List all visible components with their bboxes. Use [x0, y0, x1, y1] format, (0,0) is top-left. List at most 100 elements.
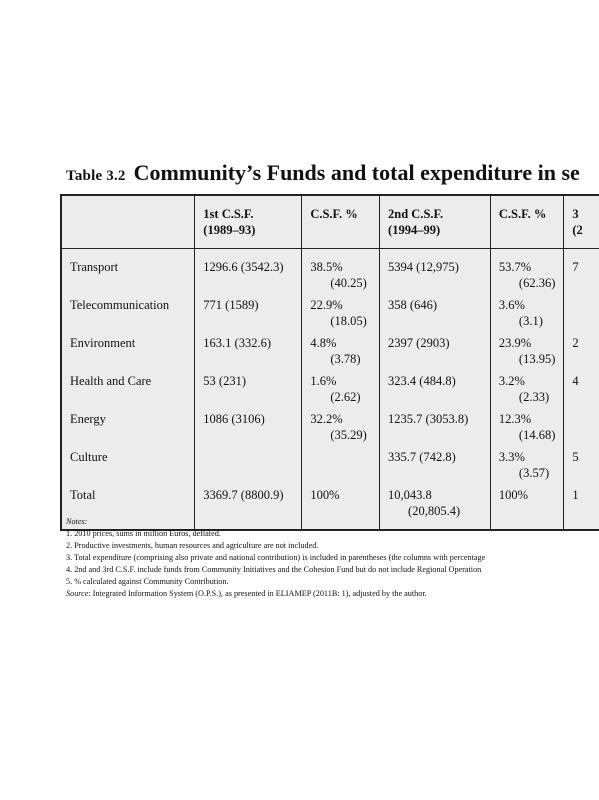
header-1st-csf: 1st C.S.F. (1989–93) [194, 195, 303, 249]
table-cell: 2 [564, 332, 599, 370]
csf1-value: 3369.7 (8800.9) [203, 488, 284, 502]
row-label: Culture [70, 450, 108, 464]
table-row: Transport 1296.6 (3542.3) 38.5% (40.25) 5394… [61, 248, 599, 295]
table-cell: 4.8% (3.78) [301, 332, 381, 370]
table-number: Table 3.2 [66, 168, 126, 184]
csf3-value: 5 [572, 450, 579, 464]
csf1-value: 163.1 (332.6) [203, 336, 271, 350]
csf2-value: 335.7 (742.8) [388, 450, 456, 464]
table-cell: 358 (646) [379, 294, 491, 332]
source-label: Source [66, 589, 89, 598]
csf2-value-total: (20,805.4) [408, 504, 461, 518]
csf2-pct-total: (3.57) [518, 466, 550, 480]
csf3-value: 2 [572, 336, 579, 350]
csf2-value: 1235.7 (3053.8) [388, 412, 469, 426]
csf2-pct: 3.6% [498, 298, 525, 312]
csf3-value: 4 [572, 374, 579, 388]
table-cell: Total [61, 484, 196, 530]
csf1-value: 1086 (3106) [203, 412, 265, 426]
table-cell: 10,043.8 (20,805.4) [379, 484, 491, 530]
table-cell: Energy [61, 408, 196, 446]
csf1-pct: 1.6% [310, 374, 337, 388]
csf2-pct-total: (14.68) [518, 428, 556, 442]
funds-table: 1st C.S.F. (1989–93) C.S.F. % 2nd C.S.F.(… [60, 194, 599, 531]
table-cell: 2397 (2903) [379, 332, 491, 370]
table-cell: Health and Care [61, 370, 196, 408]
csf1-value: 771 (1589) [203, 298, 259, 312]
header-3rd-csf: 3 (2 [563, 195, 599, 249]
table-row: Energy 1086 (3106) 32.2% (35.29) 1235.7 (305… [61, 408, 599, 446]
csf2-pct-total: (62.36) [518, 276, 556, 290]
csf2-value: 2397 (2903) [388, 336, 450, 350]
table-cell: Transport [61, 248, 196, 294]
table-cell: 3369.7 (8800.9) [194, 484, 303, 530]
table-cell: 23.9% (13.95) [490, 332, 565, 370]
csf1-pct: 38.5% [310, 260, 343, 274]
table-cell: 4 [564, 370, 599, 408]
table-cell: 53.7% (62.36) [490, 248, 565, 294]
csf3-value: 1 [572, 488, 579, 502]
table-cell: 3.2% (2.33) [490, 370, 565, 408]
csf1-pct-total: (3.78) [330, 352, 361, 366]
csf1-pct-total: (2.62) [330, 390, 361, 404]
note-item: 2. Productive investments, human resourc… [66, 541, 319, 550]
csf2-value: 323.4 (484.8) [388, 374, 456, 388]
csf2-pct: 23.9% [498, 336, 532, 350]
table-cell: 323.4 (484.8) [379, 370, 491, 408]
csf2-value: 5394 (12,975) [388, 260, 459, 274]
csf1-value: 53 (231) [203, 374, 246, 388]
csf1-pct: 32.2% [310, 412, 343, 426]
csf2-pct-total: (2.33) [518, 390, 550, 404]
table-cell [194, 446, 303, 484]
csf2-pct: 3.3% [498, 450, 525, 464]
header-2nd-csf: 2nd C.S.F. (1994–99) [379, 195, 491, 249]
csf2-pct-total: (3.1) [518, 314, 543, 328]
csf1-pct-total: (35.29) [330, 428, 367, 442]
note-item: 5. % calculated against Community Contri… [66, 577, 229, 586]
table-row: Environment 163.1 (332.6) 4.8% (3.78) 2397 (… [61, 332, 599, 370]
table-cell: 22.9% (18.05) [301, 294, 381, 332]
csf2-pct: 3.2% [498, 374, 525, 388]
notes-heading: Notes: [66, 517, 88, 526]
row-label: Health and Care [70, 374, 152, 388]
table-cell: 53 (231) [194, 370, 303, 408]
table-cell: 1.6% (2.62) [301, 370, 381, 408]
table-cell: 1086 (3106) [194, 408, 303, 446]
table-cell: 7 [564, 249, 599, 295]
table-notes: Notes: 1. 2010 prices, sums in million E… [66, 516, 485, 600]
csf1-pct: 100% [310, 488, 340, 502]
csf3-value: 7 [572, 260, 579, 274]
table-cell: 100% [301, 484, 381, 530]
row-label: Environment [70, 336, 136, 350]
csf2-pct: 53.7% [498, 260, 532, 274]
note-item: 1. 2010 prices, sums in million Euros, d… [66, 529, 221, 538]
table-cell: 100% [490, 484, 565, 530]
table-row: Total 3369.7 (8800.9) 100% 10,043.8 (20,805.… [61, 484, 599, 530]
source-text: : Integrated Information System (O.P.S.)… [88, 589, 427, 598]
header-blank [61, 195, 196, 249]
csf2-value: 358 (646) [388, 298, 437, 312]
csf2-pct-total: (13.95) [518, 352, 556, 366]
table-cell: 5 [564, 446, 599, 484]
table-cell [564, 408, 599, 446]
table-row: Telecommunication 771 (1589) 22.9% (18.05) 3… [61, 294, 599, 332]
table-cell: 335.7 (742.8) [379, 446, 491, 484]
row-label: Telecommunication [70, 298, 170, 312]
table-cell: 38.5% (40.25) [301, 248, 381, 294]
row-label: Transport [70, 260, 119, 274]
row-label: Total [70, 488, 96, 502]
note-item: 3. Total expenditure (comprising also pr… [66, 553, 486, 562]
table-cell: 3.6% (3.1) [490, 294, 565, 332]
table-cell: 12.3% (14.68) [490, 408, 565, 446]
csf1-value: 1296.6 (3542.3) [203, 260, 284, 274]
table-cell: 1296.6 (3542.3) [194, 248, 303, 294]
table-row: Health and Care 53 (231) 1.6% (2.62) 323.4 (… [61, 370, 599, 408]
table-caption: Table 3.2 Community’s Funds and total ex… [66, 160, 580, 186]
table-cell: Environment [61, 332, 196, 370]
csf1-pct: 4.8% [310, 336, 337, 350]
csf1-pct-total: (40.25) [330, 276, 367, 290]
table-cell: 32.2% (35.29) [301, 408, 381, 446]
table-cell: Telecommunication [61, 294, 196, 332]
header-csf-pct-1: C.S.F. % [301, 195, 381, 249]
csf2-value: 10,043.8 [388, 488, 432, 502]
